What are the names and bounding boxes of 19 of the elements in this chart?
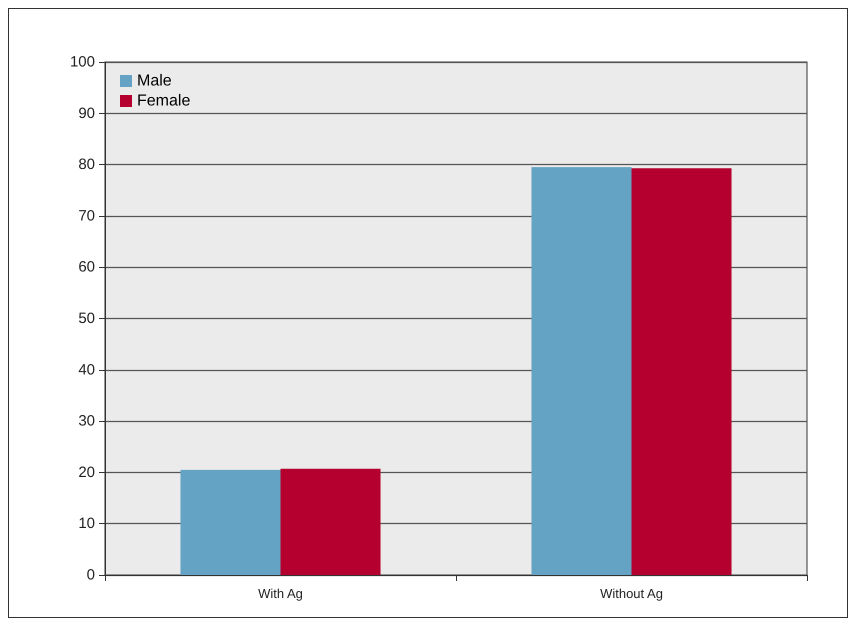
y-tick-label: 70: [78, 207, 95, 224]
bar: [531, 167, 632, 575]
y-tick-label: 40: [78, 361, 95, 378]
y-tick-label: 60: [78, 258, 95, 276]
y-tick-label: 10: [78, 515, 95, 532]
x-tick-label: Without Ag: [600, 586, 663, 601]
legend-label: Female: [137, 92, 190, 110]
y-tick-label: 80: [78, 156, 95, 174]
x-tick-label: With Ag: [258, 586, 303, 601]
legend-label: Male: [137, 72, 172, 90]
y-tick-label: 50: [78, 310, 95, 327]
y-tick-label: 100: [70, 54, 95, 70]
y-tick-label: 0: [86, 566, 95, 584]
bar: [632, 168, 732, 575]
y-tick-label: 30: [78, 412, 95, 430]
bar: [180, 470, 280, 575]
y-tick-label: 90: [78, 104, 95, 122]
bar: [280, 468, 381, 575]
y-tick-label: 20: [78, 464, 95, 481]
